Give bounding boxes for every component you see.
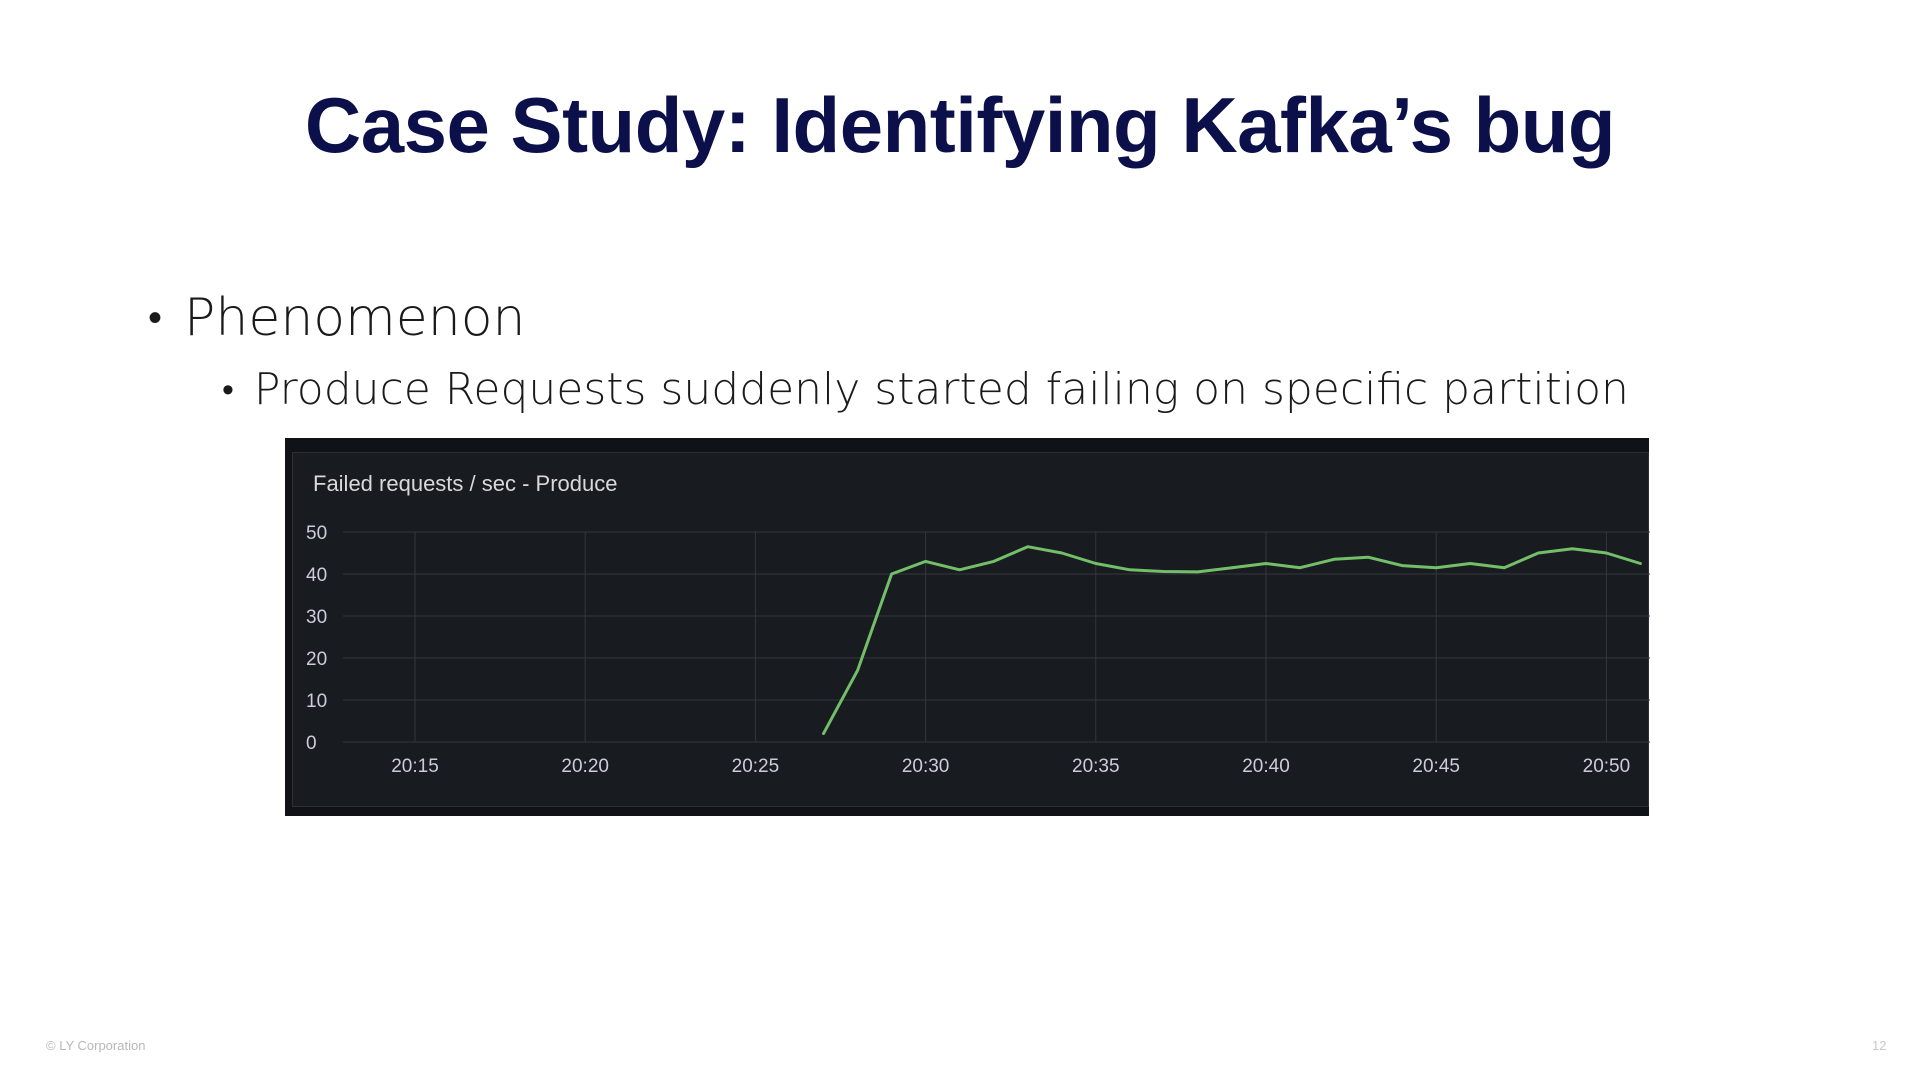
x-tick-label: 20:15: [391, 756, 439, 777]
page-number: 12: [1872, 1038, 1887, 1053]
y-tick-label: 20: [306, 649, 327, 670]
bullet-text: Phenomenon: [184, 288, 526, 348]
x-tick-label: 20:30: [902, 756, 950, 777]
series-line: [822, 545, 1642, 736]
y-tick-label: 50: [306, 523, 327, 544]
y-tick-label: 10: [306, 691, 327, 712]
grafana-panel: Failed requests / sec - Produce 0 10 20 30 4…: [285, 438, 1650, 816]
chart-title: Failed requests / sec - Produce: [313, 471, 618, 496]
slide-title: Case Study: Identifying Kafka’s bug: [304, 81, 1616, 169]
copyright: © LY Corporation: [46, 1038, 146, 1053]
sub-bullet-produce-requests: • Produce Requests suddenly started fail…: [222, 364, 1629, 415]
x-tick-label: 20:40: [1242, 756, 1290, 777]
x-tick-label: 20:35: [1072, 756, 1120, 777]
x-tick-label: 20:20: [561, 756, 609, 777]
x-tick-label: 20:25: [732, 756, 780, 777]
bullet-phenomenon: • Phenomenon: [148, 288, 525, 348]
x-tick-label: 20:45: [1412, 756, 1460, 777]
y-tick-label: 30: [306, 607, 327, 628]
y-tick-label: 40: [306, 565, 327, 586]
bullet-dot: •: [148, 295, 163, 341]
sub-bullet-text: Produce Requests suddenly started failin…: [253, 364, 1629, 415]
bullet-dot: •: [222, 369, 234, 410]
y-tick-label: 0: [306, 733, 317, 754]
chart-panel: Failed requests / sec - Produce 0 10 20 30 4…: [292, 452, 1650, 807]
x-tick-label: 20:50: [1583, 756, 1631, 777]
line-chart: 0 10 20 30 40 50 20:15 20:20 20:25 20:30 20:35 20:4…: [306, 523, 1650, 777]
